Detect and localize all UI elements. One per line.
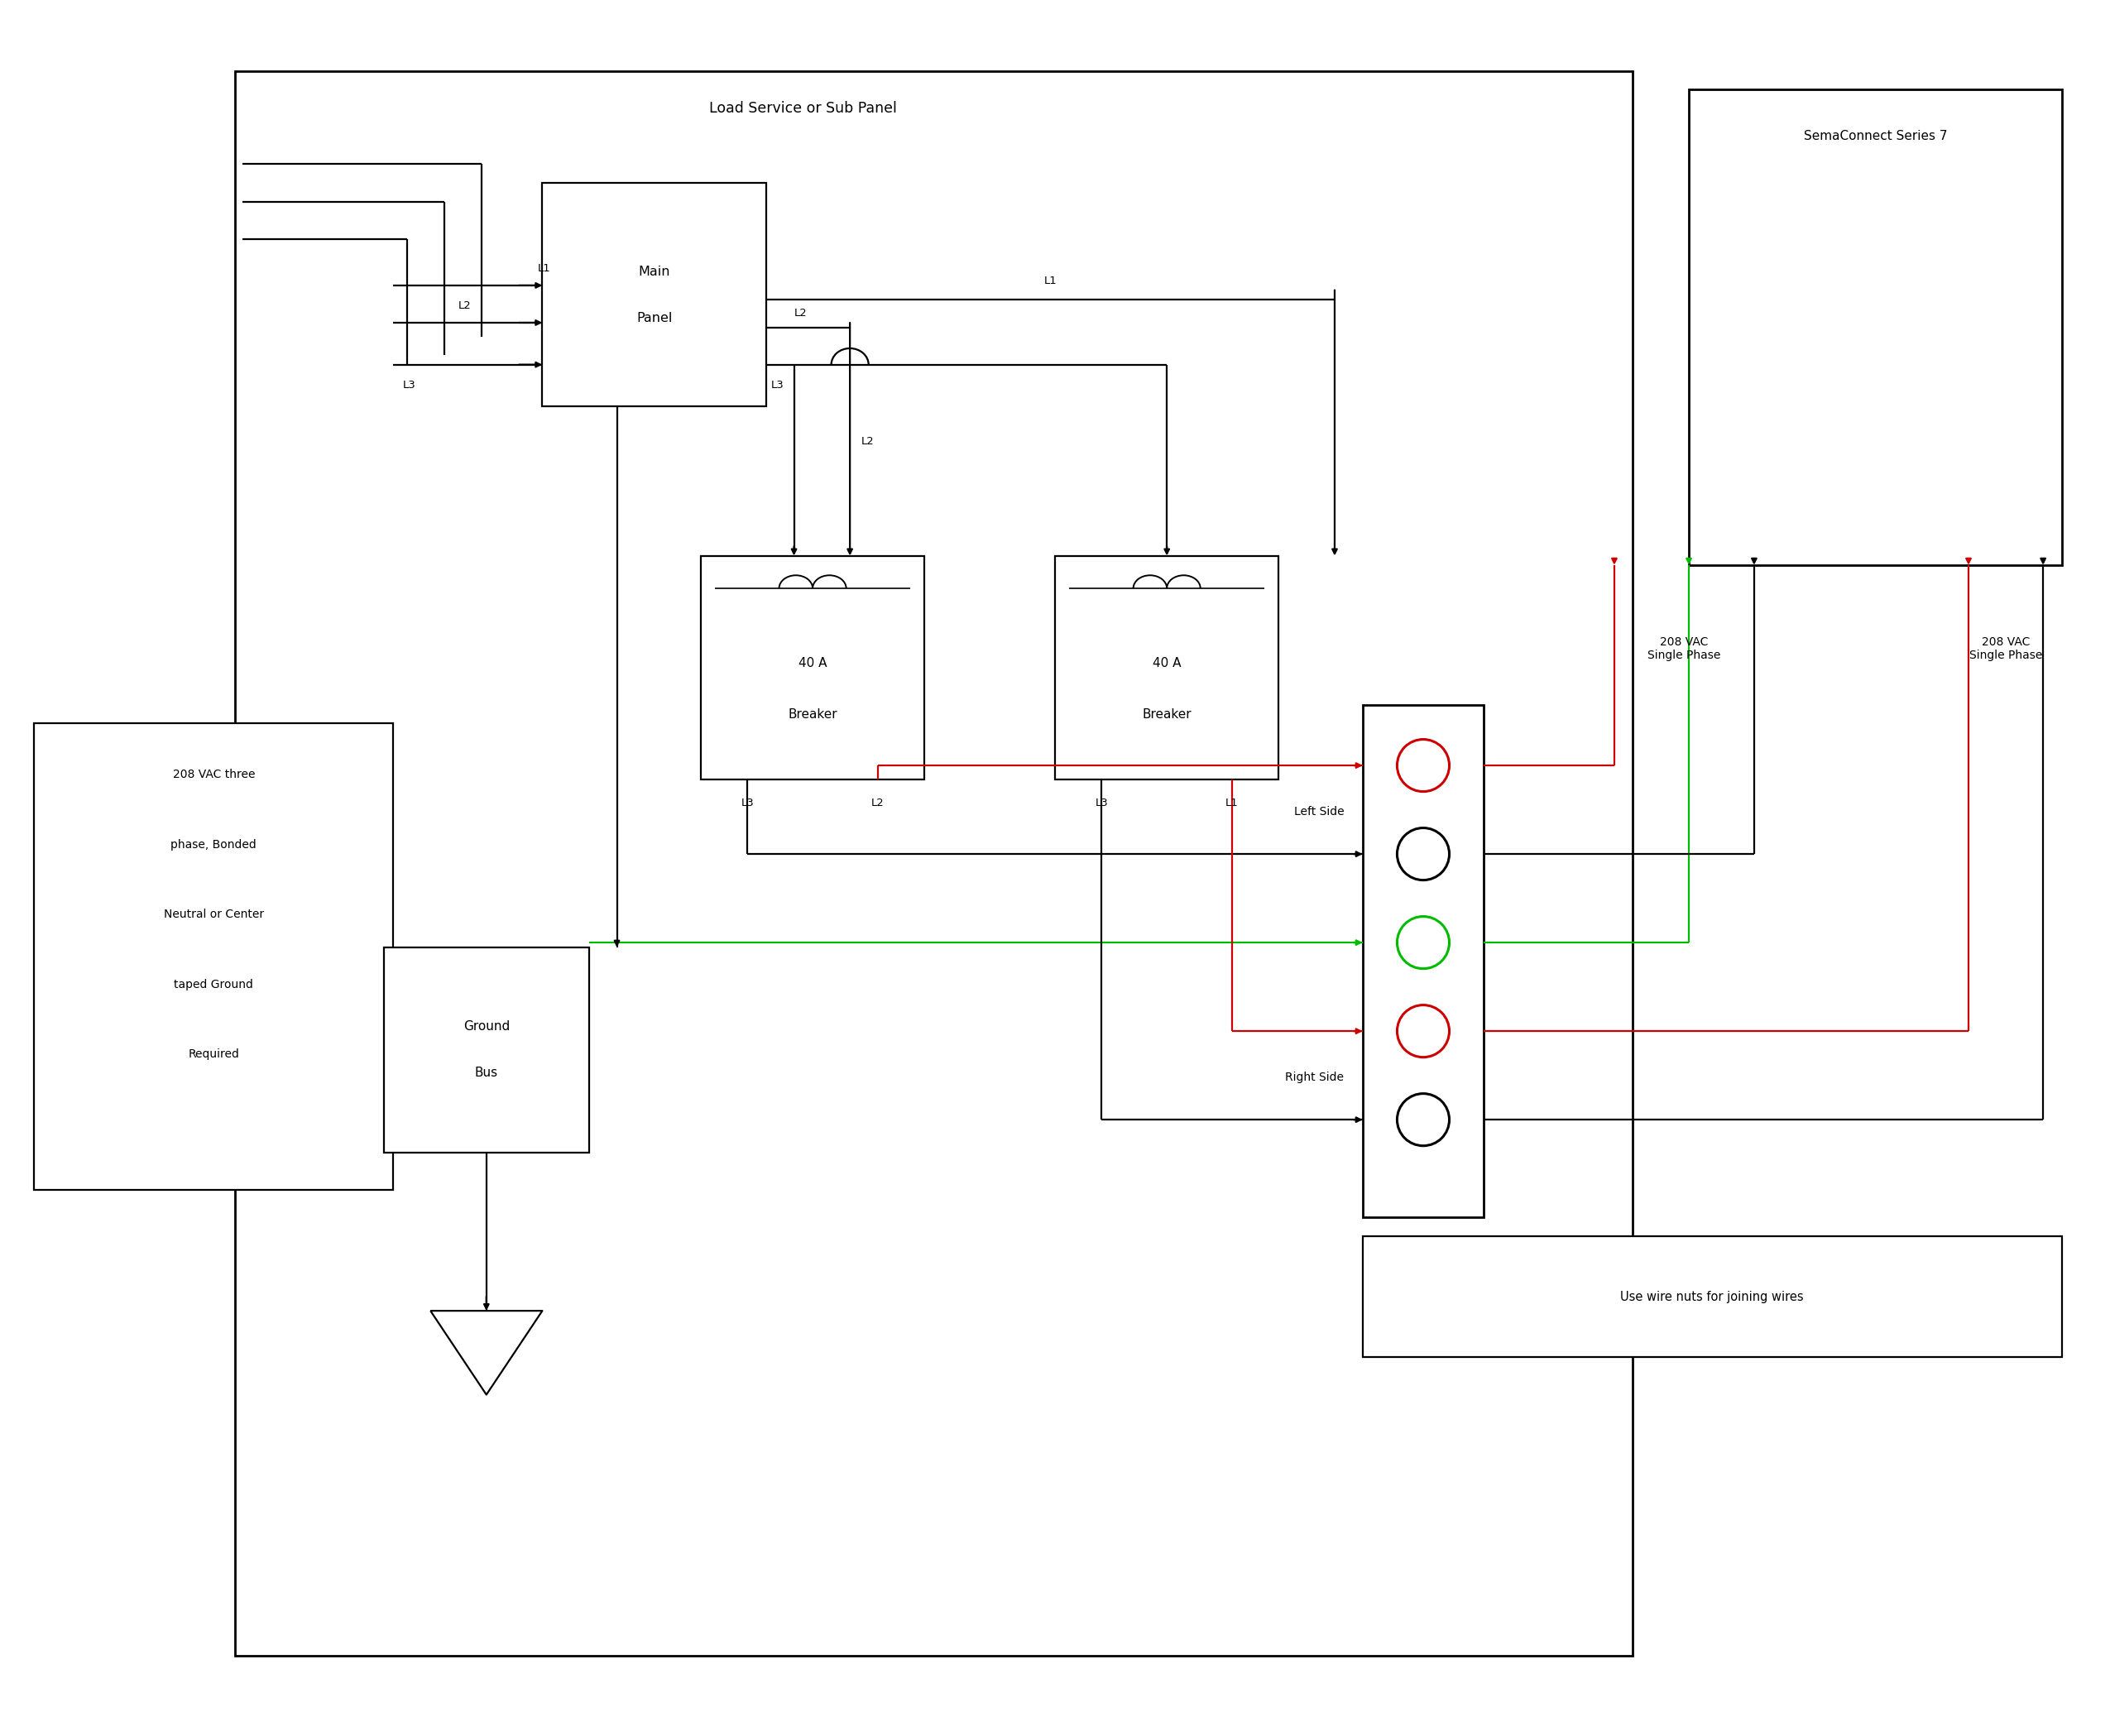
Text: 208 VAC
Single Phase: 208 VAC Single Phase bbox=[1969, 637, 2042, 661]
Text: L2: L2 bbox=[793, 307, 806, 319]
Text: 208 VAC three: 208 VAC three bbox=[173, 769, 255, 781]
Text: L3: L3 bbox=[403, 380, 416, 391]
Text: L3: L3 bbox=[1095, 797, 1108, 809]
Text: L3: L3 bbox=[741, 797, 753, 809]
Text: Bus: Bus bbox=[475, 1068, 498, 1080]
Text: L1: L1 bbox=[1226, 797, 1239, 809]
Text: Breaker: Breaker bbox=[787, 708, 838, 720]
Text: Main: Main bbox=[637, 266, 671, 278]
Bar bbox=[1363, 1236, 2061, 1358]
Bar bbox=[1688, 90, 2061, 564]
Text: Panel: Panel bbox=[637, 312, 673, 325]
Text: L3: L3 bbox=[770, 380, 783, 391]
Bar bbox=[701, 556, 924, 779]
Text: L1: L1 bbox=[538, 264, 551, 274]
Bar bbox=[1363, 705, 1483, 1217]
Text: Left Side: Left Side bbox=[1293, 806, 1344, 818]
Text: 40 A: 40 A bbox=[1152, 656, 1182, 668]
Bar bbox=[542, 182, 766, 406]
Text: phase, Bonded: phase, Bonded bbox=[171, 838, 257, 851]
Text: Neutral or Center: Neutral or Center bbox=[165, 910, 264, 920]
Text: 208 VAC
Single Phase: 208 VAC Single Phase bbox=[1648, 637, 1722, 661]
Text: L2: L2 bbox=[458, 300, 471, 311]
Bar bbox=[384, 948, 589, 1153]
Text: taped Ground: taped Ground bbox=[173, 979, 253, 990]
Text: Required: Required bbox=[188, 1049, 238, 1061]
Text: Right Side: Right Side bbox=[1285, 1071, 1344, 1083]
Text: Breaker: Breaker bbox=[1142, 708, 1192, 720]
Text: Load Service or Sub Panel: Load Service or Sub Panel bbox=[709, 101, 897, 116]
Text: L2: L2 bbox=[861, 436, 874, 446]
Bar bbox=[1055, 556, 1279, 779]
Bar bbox=[34, 724, 392, 1189]
Text: L2: L2 bbox=[871, 797, 884, 809]
Bar bbox=[234, 71, 1633, 1656]
Text: Ground: Ground bbox=[462, 1021, 511, 1033]
Text: Use wire nuts for joining wires: Use wire nuts for joining wires bbox=[1620, 1290, 1804, 1304]
Text: SemaConnect Series 7: SemaConnect Series 7 bbox=[1804, 130, 1948, 142]
Text: 40 A: 40 A bbox=[798, 656, 827, 668]
Text: L1: L1 bbox=[1044, 276, 1057, 286]
